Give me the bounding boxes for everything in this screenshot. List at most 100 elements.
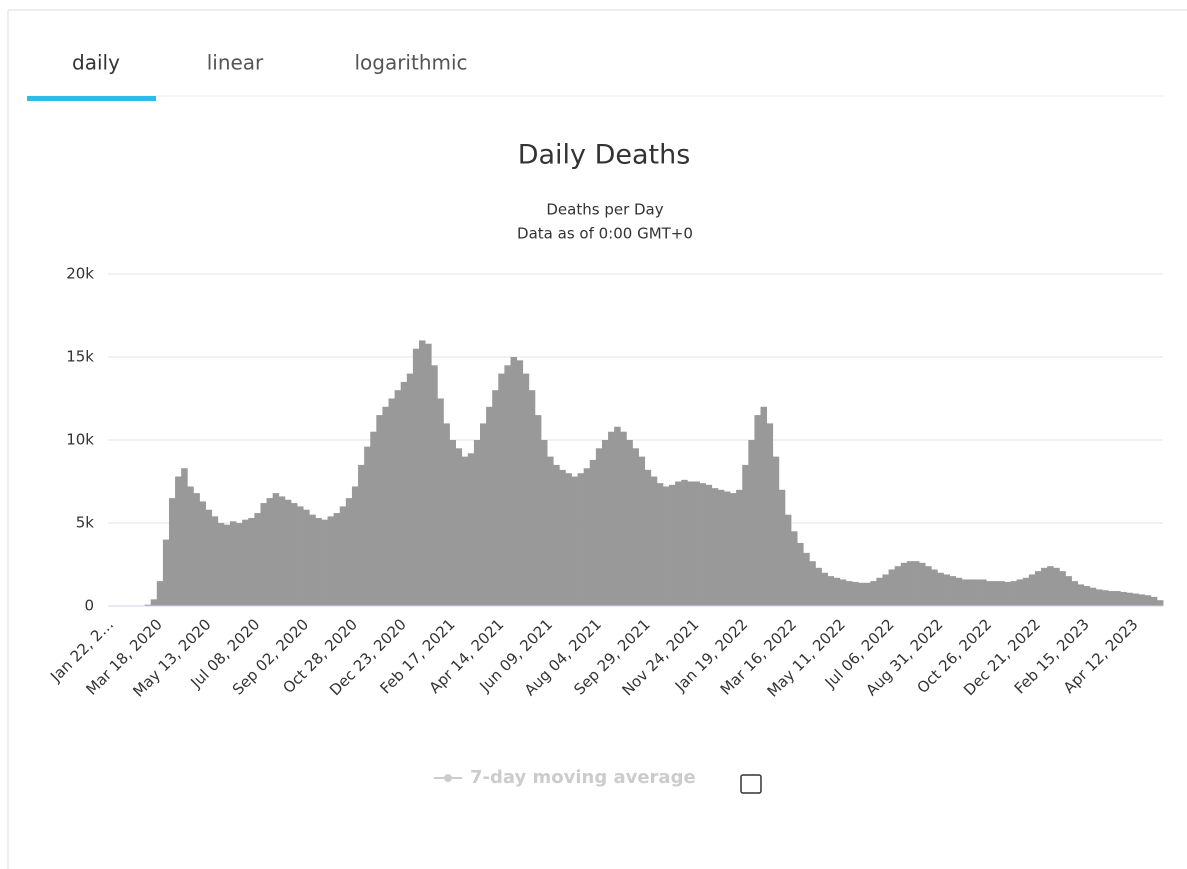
bar xyxy=(516,360,524,606)
bar xyxy=(949,576,957,606)
y-tick-label: 0 xyxy=(84,597,94,615)
bar xyxy=(931,569,938,606)
bar xyxy=(492,390,499,606)
legend-item[interactable]: 7-day moving average xyxy=(434,767,696,788)
bar xyxy=(839,579,847,606)
bar xyxy=(742,464,749,606)
bar xyxy=(339,506,347,606)
bar xyxy=(260,503,267,606)
bar xyxy=(1095,589,1103,606)
bar xyxy=(345,498,353,606)
legend-label: 7-day moving average xyxy=(470,767,696,788)
y-tick-label: 10k xyxy=(66,431,94,449)
bar xyxy=(473,440,481,606)
bar xyxy=(778,489,786,606)
bar xyxy=(973,579,981,606)
y-tick-label: 20k xyxy=(66,265,94,283)
tab[interactable]: linear xyxy=(207,51,264,75)
bar xyxy=(961,579,969,606)
bar xyxy=(888,569,896,606)
bar xyxy=(571,476,578,606)
bar xyxy=(595,448,603,606)
bar xyxy=(528,390,536,606)
bar xyxy=(1022,577,1030,606)
bar xyxy=(199,501,206,606)
bar xyxy=(803,552,810,606)
bar xyxy=(766,423,774,606)
bar xyxy=(620,431,627,606)
bar xyxy=(632,448,639,606)
bar xyxy=(1156,600,1164,606)
checkbox[interactable] xyxy=(740,774,762,794)
tab[interactable]: logarithmic xyxy=(354,51,467,75)
bar xyxy=(736,489,743,606)
bar xyxy=(522,373,530,606)
bar xyxy=(248,518,255,606)
bar xyxy=(687,481,694,606)
bar xyxy=(181,468,188,606)
bar xyxy=(1047,566,1054,606)
bar xyxy=(431,365,438,606)
bar xyxy=(382,406,389,606)
bar xyxy=(1059,571,1066,606)
bar xyxy=(870,581,877,606)
bar xyxy=(821,572,828,606)
bar xyxy=(986,581,993,606)
bar xyxy=(242,519,249,606)
bar xyxy=(882,574,889,606)
tab[interactable]: daily xyxy=(72,51,120,75)
bar xyxy=(955,577,963,606)
bar xyxy=(699,483,707,606)
bar xyxy=(156,581,164,606)
bar xyxy=(1065,576,1072,606)
bar xyxy=(797,542,804,606)
bar xyxy=(1041,567,1048,606)
bar xyxy=(754,415,761,606)
bar xyxy=(321,519,328,606)
bar xyxy=(858,582,865,606)
bar xyxy=(297,506,304,606)
chart-subtitle: Data as of 0:00 GMT+0 xyxy=(517,225,693,243)
bar xyxy=(449,440,457,606)
bar xyxy=(272,493,280,606)
bar xyxy=(211,516,219,606)
bar xyxy=(827,576,835,606)
bar xyxy=(540,440,548,606)
bar xyxy=(608,431,615,606)
bar xyxy=(577,473,585,606)
bar xyxy=(205,509,213,606)
bar xyxy=(229,521,237,606)
bar xyxy=(601,440,609,606)
bar xyxy=(1089,587,1097,606)
bar xyxy=(1126,592,1133,606)
bar xyxy=(461,456,469,606)
bar xyxy=(467,453,475,606)
bar xyxy=(1102,590,1109,606)
bar xyxy=(900,562,908,606)
bar xyxy=(906,561,914,606)
bar xyxy=(675,481,682,606)
bar xyxy=(187,486,194,606)
bar xyxy=(851,581,859,606)
bar xyxy=(419,340,426,606)
bar xyxy=(656,483,664,606)
bar xyxy=(412,348,420,606)
bar xyxy=(650,476,658,606)
bar xyxy=(254,513,261,606)
bar xyxy=(217,523,225,606)
bar xyxy=(925,566,932,606)
bar xyxy=(723,491,731,606)
bar xyxy=(565,473,572,606)
bar xyxy=(919,562,926,606)
bar xyxy=(486,406,493,606)
bar xyxy=(364,446,371,606)
bar xyxy=(943,574,950,606)
active-tab-indicator xyxy=(27,96,156,101)
bar xyxy=(479,423,487,606)
bar xyxy=(1108,591,1115,606)
bar xyxy=(168,498,176,606)
bar xyxy=(266,498,274,606)
bar xyxy=(894,566,902,606)
bar xyxy=(425,343,432,606)
bar xyxy=(717,489,725,606)
